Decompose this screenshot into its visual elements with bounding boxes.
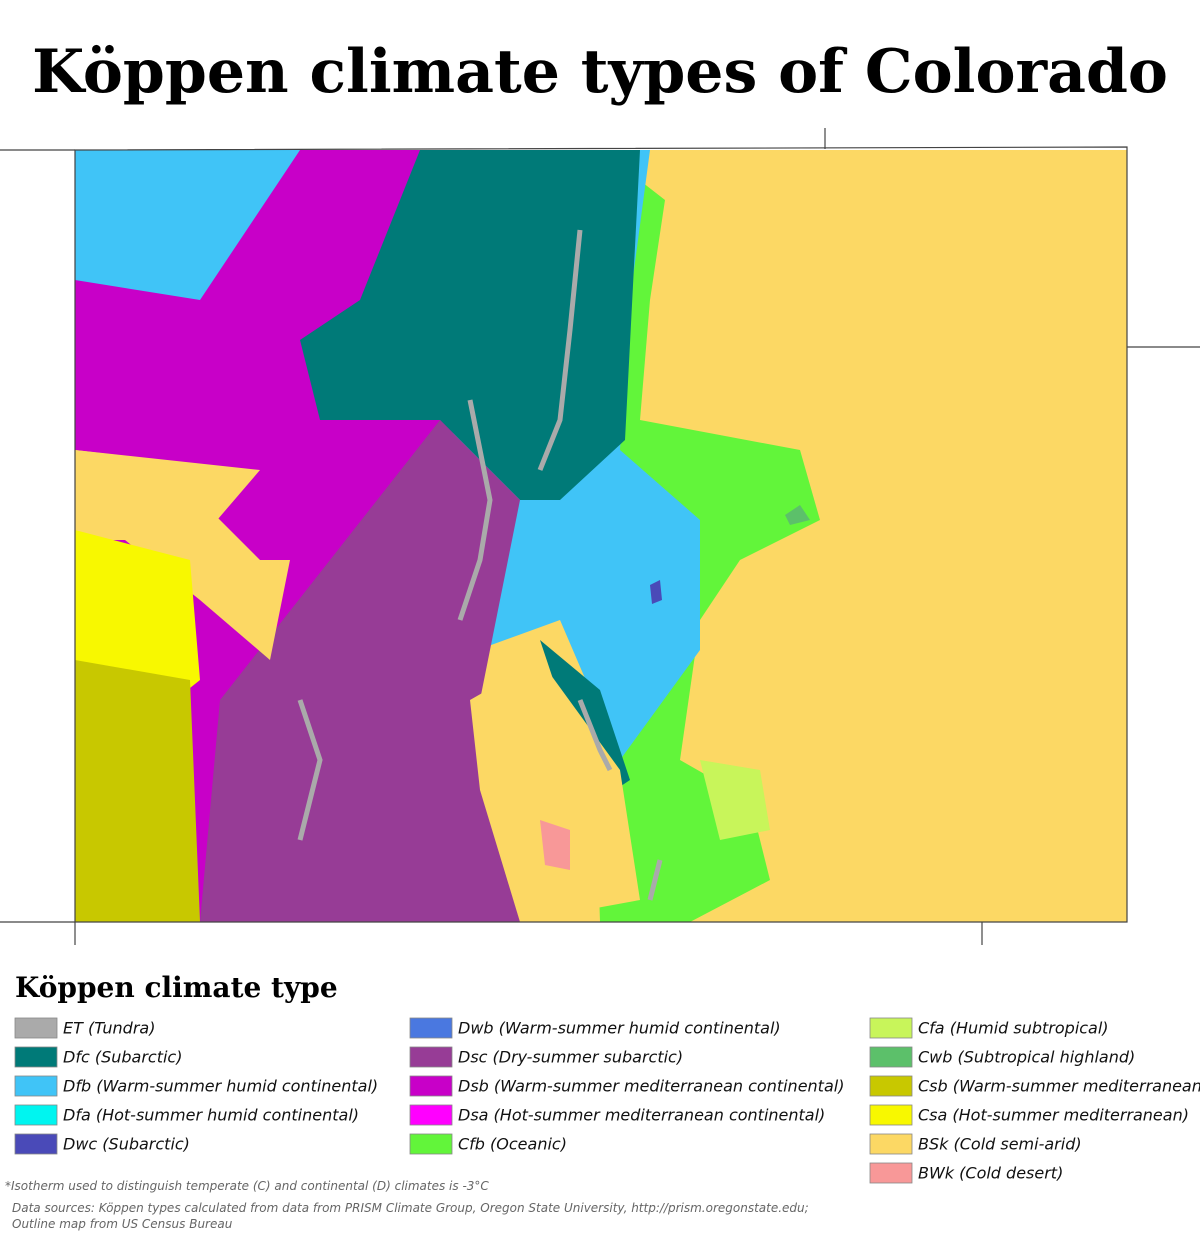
legend-label: Dfb (Warm-summer humid continental) [63, 1077, 378, 1096]
legend-swatch [409, 1075, 453, 1097]
region-valley [470, 660, 640, 922]
neighbor-borders [0, 128, 1200, 945]
legend-label: Dsa (Hot-summer mediterranean continenta… [458, 1106, 825, 1125]
region-cfa [700, 760, 770, 840]
legend-swatch [869, 1162, 913, 1184]
region-cfb [590, 165, 820, 922]
region-cwb [785, 505, 810, 525]
region-csb [75, 660, 200, 922]
state-border [74, 146, 1128, 923]
region-et [297, 229, 663, 901]
region-dfc [300, 150, 640, 500]
legend-label: Dfc (Subarctic) [63, 1048, 182, 1067]
isotherm-note: *Isotherm used to distinguish temperate … [5, 1179, 489, 1193]
legend-label: BWk (Cold desert) [918, 1164, 1063, 1183]
legend-title: Köppen climate type [15, 971, 338, 1004]
legend-swatch [14, 1017, 58, 1039]
legend-label: Dwb (Warm-summer humid continental) [458, 1019, 781, 1038]
legend-swatch [869, 1133, 913, 1155]
legend-label: Dfa (Hot-summer humid continental) [63, 1106, 359, 1125]
legend-swatch [869, 1075, 913, 1097]
legend-swatch [409, 1133, 453, 1155]
legend-swatch [409, 1017, 453, 1039]
legend-label: Dsc (Dry-summer subarctic) [458, 1048, 683, 1067]
region-bwk [540, 820, 570, 870]
region-dsc [200, 420, 520, 922]
legend-label: Csb (Warm-summer mediterranean) [918, 1077, 1200, 1096]
legend-swatch [409, 1046, 453, 1068]
legend-label: Csa (Hot-summer mediterranean) [918, 1106, 1189, 1125]
legend-swatch [14, 1133, 58, 1155]
map-title: Köppen climate types of Colorado [32, 37, 1168, 107]
legend: ET (Tundra) Dfc (Subarctic) Dfb (Warm-summ… [14, 1017, 1200, 1184]
legend-label: BSk (Cold semi-arid) [918, 1135, 1082, 1154]
legend-swatch [14, 1075, 58, 1097]
legend-swatch [409, 1104, 453, 1126]
legend-label: Dwc (Subarctic) [63, 1135, 190, 1154]
region-bsk-west [75, 450, 290, 660]
sources-line: Outline map from US Census Bureau [12, 1217, 233, 1231]
legend-swatch [869, 1046, 913, 1068]
legend-swatch [869, 1104, 913, 1126]
map [0, 128, 1200, 945]
region-dwc [650, 580, 662, 604]
legend-swatch [14, 1046, 58, 1068]
legend-label: Dsb (Warm-summer mediterranean continent… [458, 1077, 844, 1096]
legend-swatch [869, 1017, 913, 1039]
legend-label: Cfb (Oceanic) [458, 1135, 567, 1154]
legend-label: ET (Tundra) [63, 1019, 155, 1038]
legend-label: Cfa (Humid subtropical) [918, 1019, 1109, 1038]
legend-label: Cwb (Subtropical highland) [918, 1048, 1135, 1067]
sources-line: Data sources: Köppen types calculated fr… [12, 1201, 809, 1215]
legend-swatch [14, 1104, 58, 1126]
